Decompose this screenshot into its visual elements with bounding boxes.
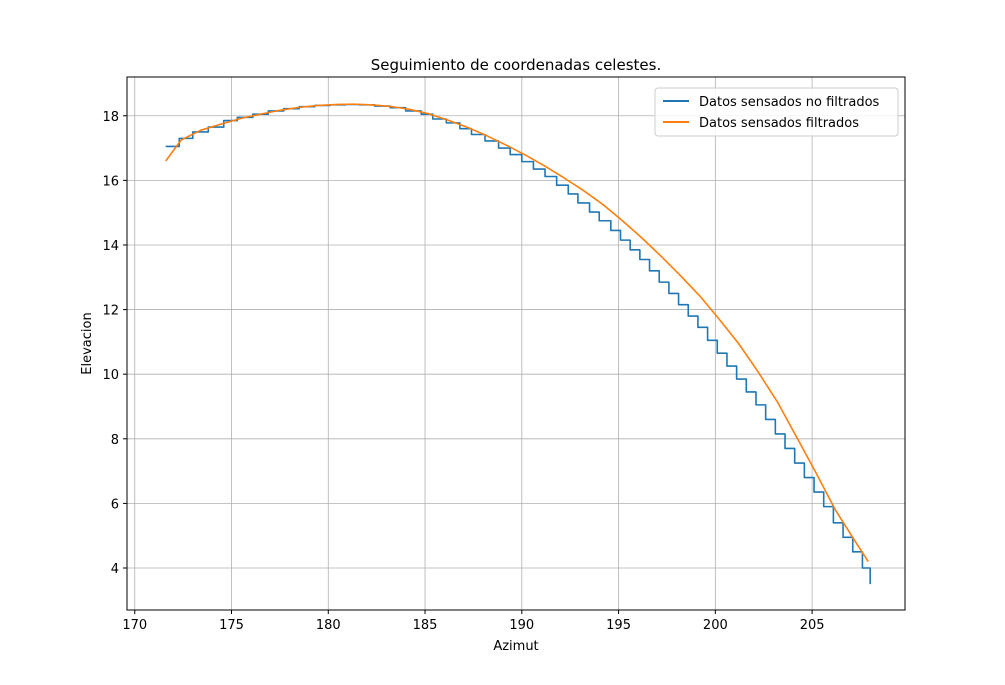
y-tick-label: 4 [111, 562, 119, 577]
grid [127, 77, 905, 610]
y-tick-label: 8 [111, 433, 119, 448]
ticks: 170 175 180 185 190 195 200 205 4 6 8 10 12 14 16 18 [102, 110, 824, 633]
x-tick-label: 175 [219, 618, 244, 633]
x-axis-label: Azimut [493, 639, 538, 654]
x-tick-label: 200 [703, 618, 728, 633]
chart-title: Seguimiento de coordenadas celestes. [371, 56, 661, 74]
y-axis-label: Elevacion [80, 312, 95, 374]
y-tick-label: 14 [102, 239, 119, 254]
y-tick-label: 18 [102, 110, 119, 125]
plot-frame [126, 76, 906, 611]
legend-label-0: Datos sensados no filtrados [699, 95, 880, 110]
x-tick-label: 170 [122, 618, 147, 633]
series-line-1 [165, 103, 869, 562]
x-tick-label: 205 [800, 618, 825, 633]
x-tick-label: 185 [413, 618, 438, 633]
legend-box [654, 87, 899, 137]
x-tick-label: 180 [316, 618, 341, 633]
y-tick-label: 16 [102, 174, 119, 189]
y-tick-label: 10 [102, 368, 119, 383]
series-layer [165, 103, 871, 585]
x-tick-label: 190 [509, 618, 534, 633]
legend-label-1: Datos sensados filtrados [699, 116, 859, 131]
y-tick-label: 12 [102, 304, 119, 319]
x-tick-label: 195 [606, 618, 631, 633]
y-tick-label: 6 [111, 497, 119, 512]
legend: Datos sensados no filtrados Datos sensado… [654, 87, 899, 137]
